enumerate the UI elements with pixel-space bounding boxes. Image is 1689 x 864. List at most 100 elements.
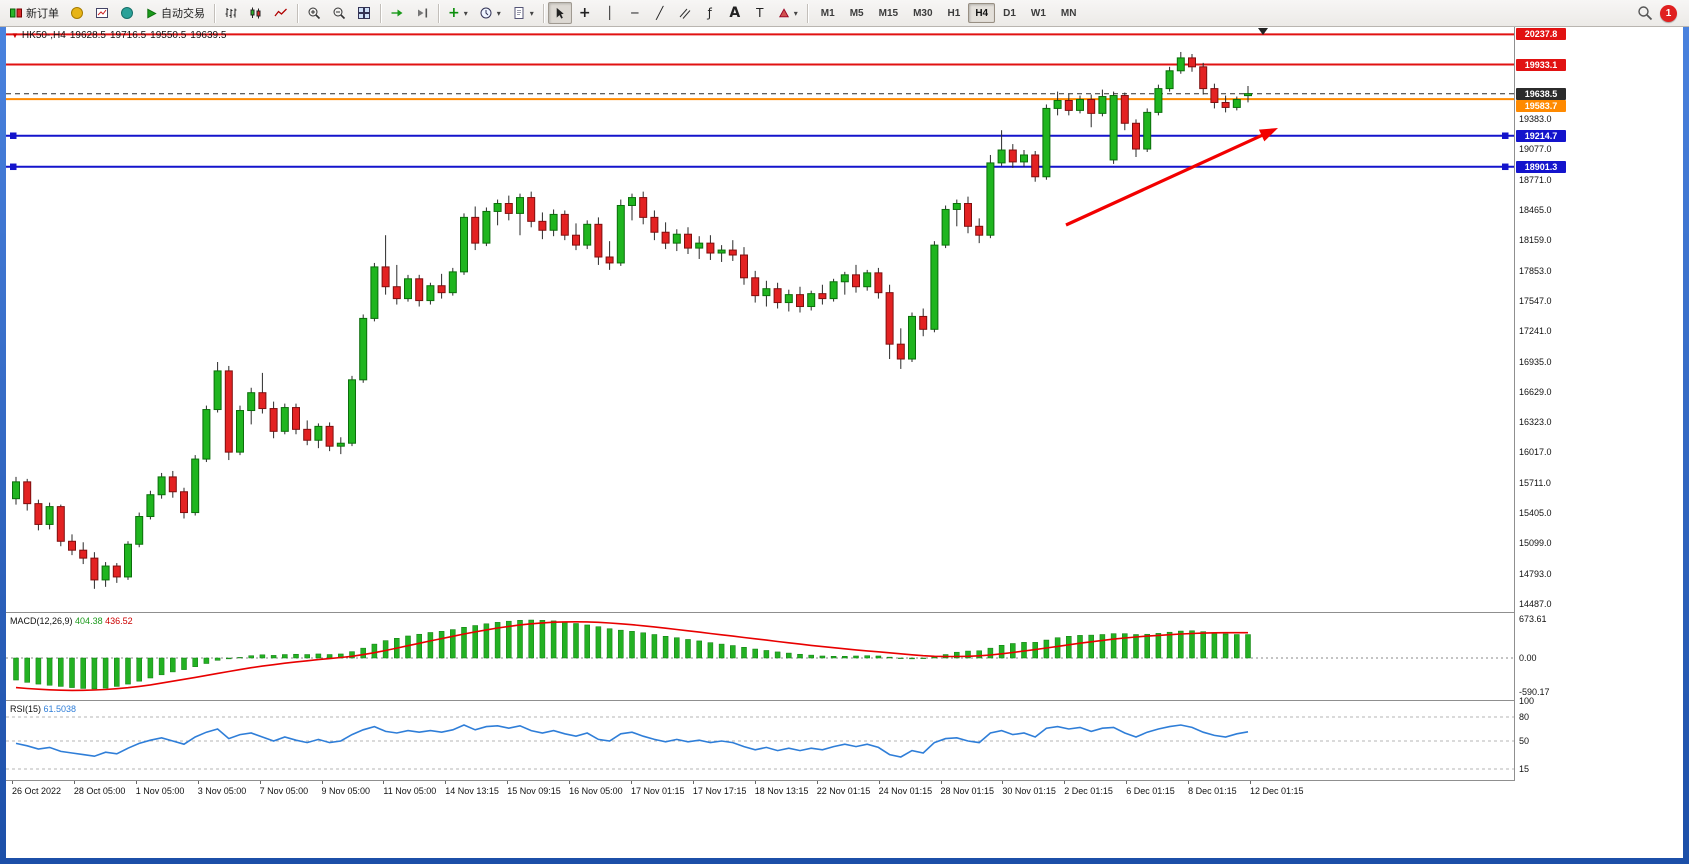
timeframe-button-H4[interactable]: H4 <box>968 3 996 23</box>
new-chart-button[interactable] <box>90 2 114 24</box>
line-handle[interactable] <box>1502 163 1509 171</box>
autotrading-button[interactable]: 自动交易 <box>140 2 210 24</box>
candle <box>1176 51 1185 74</box>
macd-histogram-bar <box>987 647 994 659</box>
template-icon <box>514 7 524 19</box>
zoom-out-button[interactable] <box>327 2 351 24</box>
time-tick <box>631 781 632 784</box>
timeframe-button-W1[interactable]: W1 <box>1024 3 1053 23</box>
candle <box>840 271 849 295</box>
new-order-icon <box>10 8 22 18</box>
macd-histogram-bar <box>80 657 86 689</box>
templates-button[interactable]: ▾ <box>507 2 539 24</box>
timeframe-button-M5[interactable]: M5 <box>843 3 871 23</box>
tile-windows-icon <box>358 7 370 19</box>
price-tick-label: 15405.0 <box>1519 508 1552 518</box>
panel-divider[interactable] <box>6 612 1683 613</box>
trend-arrow[interactable] <box>1065 132 1266 227</box>
timeframe-button-M1[interactable]: M1 <box>814 3 842 23</box>
new-order-button[interactable]: 新订单 <box>4 2 64 24</box>
horizontal-line-button[interactable]: ─ <box>623 2 647 24</box>
candle <box>706 235 715 260</box>
time-tick-label: 22 Nov 01:15 <box>816 786 871 796</box>
profiles-button[interactable] <box>115 2 139 24</box>
macd-histogram-bar <box>506 620 512 659</box>
candle <box>45 502 54 530</box>
candle <box>1188 53 1196 72</box>
metaeditor-button[interactable] <box>65 2 89 24</box>
candlestick-button[interactable] <box>244 2 268 24</box>
fibonacci-icon: ƒ <box>707 6 712 20</box>
macd-tick-label: 673.61 <box>1519 613 1547 624</box>
macd-histogram-bar <box>1144 633 1150 659</box>
time-tick-label: 2 Dec 01:15 <box>1064 786 1113 796</box>
time-axis[interactable]: 26 Oct 2022 28 Oct 05:00 1 Nov 05:00 3 Nov … <box>6 781 1514 858</box>
indicators-button[interactable]: + ▾ <box>443 2 473 24</box>
trend-arrow-head[interactable] <box>1258 128 1278 142</box>
periods-button[interactable]: ▾ <box>474 2 506 24</box>
line-handle[interactable] <box>10 132 17 139</box>
text-button[interactable]: A <box>723 2 747 24</box>
macd-histogram-bar <box>786 652 792 659</box>
macd-histogram-bar <box>1200 631 1206 659</box>
rsi-tick-label: 100 <box>1519 696 1535 706</box>
chevron-down-icon: ▾ <box>529 8 534 18</box>
candle <box>168 470 177 498</box>
macd-histogram-bar <box>494 622 501 659</box>
panel-divider[interactable] <box>6 700 1683 701</box>
timeframe-button-MN[interactable]: MN <box>1054 3 1084 23</box>
candle <box>112 563 121 583</box>
macd-histogram-bar <box>920 657 926 659</box>
vertical-line-button[interactable]: │ <box>598 2 622 24</box>
time-tick <box>445 781 447 784</box>
crosshair-button[interactable]: + <box>573 2 597 24</box>
candle <box>1109 91 1118 164</box>
macd-histogram-bar <box>203 657 210 664</box>
candle <box>1064 93 1073 116</box>
candle <box>460 213 468 275</box>
macd-histogram-bar <box>58 657 64 687</box>
timeframe-button-D1[interactable]: D1 <box>996 3 1023 23</box>
chart-shift-button[interactable] <box>410 2 434 24</box>
auto-scroll-button[interactable] <box>385 2 409 24</box>
time-tick <box>321 781 323 784</box>
rsi-value: 61.5038 <box>43 704 77 714</box>
line-handle[interactable] <box>10 163 17 171</box>
channel-button[interactable] <box>673 2 697 24</box>
macd-histogram-bar <box>405 635 411 659</box>
macd-histogram-bar <box>69 657 75 688</box>
candle <box>415 274 424 307</box>
cursor-button[interactable] <box>547 2 572 24</box>
timeframe-button-H1[interactable]: H1 <box>941 3 968 23</box>
macd-histogram-bar <box>976 650 982 659</box>
support-lower-price-tag: 18901.3 <box>1516 160 1566 173</box>
macd-histogram-bar <box>640 632 646 659</box>
zoom-in-button[interactable] <box>302 2 326 24</box>
macd-histogram-bar <box>293 653 299 659</box>
notification-badge[interactable]: 1 <box>1660 4 1677 22</box>
fibonacci-button[interactable]: ƒ <box>698 2 722 24</box>
timeframe-button-M15[interactable]: M15 <box>872 3 905 23</box>
bar-chart-button[interactable] <box>219 2 243 24</box>
macd-histogram-bar <box>886 656 893 659</box>
candle <box>213 361 222 413</box>
label-button[interactable]: T <box>748 2 772 24</box>
candle <box>516 193 524 236</box>
time-tick <box>197 781 199 784</box>
candle <box>101 562 110 587</box>
macd-histogram-bar <box>427 632 434 659</box>
line-chart-button[interactable] <box>269 2 293 24</box>
price-axis[interactable]: 19383.0 19077.0 18771.0 18465.0 18159.0 17853… <box>1515 27 1683 858</box>
line-handle[interactable] <box>1502 132 1509 139</box>
search-icon[interactable] <box>1637 5 1653 21</box>
zoom-in-icon <box>308 7 321 20</box>
shapes-button[interactable]: ▾ <box>773 2 803 24</box>
macd-histogram-bar <box>853 655 859 659</box>
candle <box>896 328 905 369</box>
tile-windows-button[interactable] <box>352 2 376 24</box>
macd-histogram-bar <box>1222 633 1229 659</box>
candle <box>661 222 670 250</box>
trendline-button[interactable]: ╱ <box>648 2 672 24</box>
candle <box>908 312 916 362</box>
timeframe-button-M30[interactable]: M30 <box>906 3 939 23</box>
